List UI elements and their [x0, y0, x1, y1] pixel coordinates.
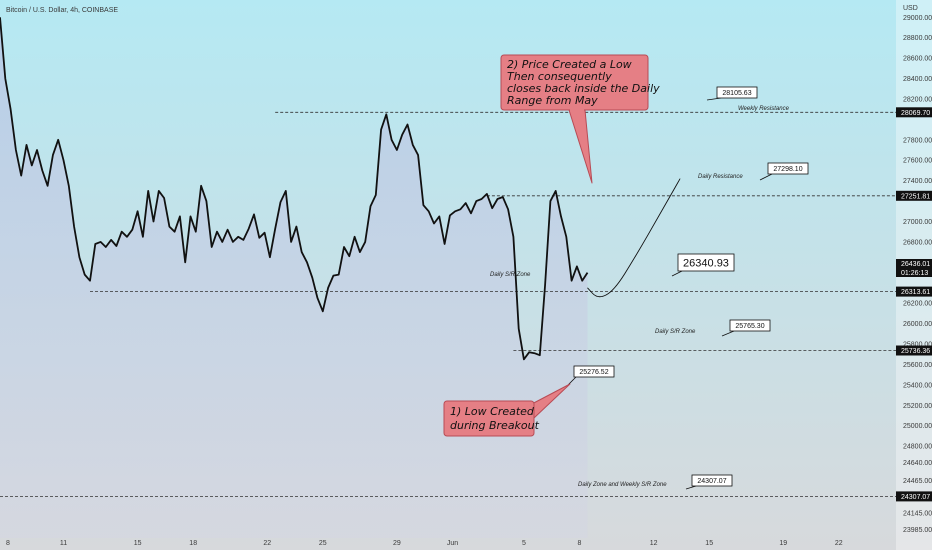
current-price-marker: 26436.01 01:26:13	[896, 259, 932, 277]
level-tags: 28069.70 28105.63 27251.81 27298.10 26313.61…	[567, 86, 932, 502]
y-tick-label: 26800.00	[903, 239, 932, 246]
y-tick-label: 27000.00	[903, 219, 932, 226]
sr-level-label: Daily Zone and Weekly S/R Zone	[578, 482, 667, 488]
callout-price-created-low[interactable]: 2) Price Created a Low Then consequently…	[500, 54, 660, 184]
axis-level-value: 28069.70	[901, 110, 930, 117]
sr-level-label: Daily S/R Zone	[655, 329, 696, 335]
price-note-pointer	[685, 485, 697, 490]
y-tick-label: 27400.00	[903, 178, 932, 185]
callout-line: Then consequently	[507, 70, 612, 83]
bar-countdown-label: 01:26:13	[901, 270, 928, 277]
price-area-fill	[0, 17, 588, 539]
price-note-value: 24307.07	[697, 478, 726, 485]
price-note-pointer	[759, 173, 773, 181]
y-tick-label: 26200.00	[903, 301, 932, 308]
axis-level-tag: 27251.81	[896, 190, 932, 201]
price-note-value: 25276.52	[579, 369, 608, 376]
axis-level-tag: 26313.61	[896, 286, 932, 297]
sr-level-label: Daily S/R Zone	[490, 272, 531, 278]
x-tick-label: 5	[522, 540, 526, 547]
x-tick-label: 22	[263, 540, 271, 547]
sr-levels: Weekly Resistance Daily Resistance Daily S…	[0, 106, 896, 497]
axis-level-value: 26313.61	[901, 289, 930, 296]
price-note-box[interactable]	[677, 253, 735, 272]
price-note-box[interactable]	[691, 474, 733, 487]
callout-line: 1) Low Created	[450, 405, 535, 418]
time-axis: 8 11 15 18 22 25 29 Jun 5 8 12 15 19 22	[6, 540, 843, 547]
y-tick-label: 28600.00	[903, 56, 932, 63]
y-tick-label: 27800.00	[903, 137, 932, 144]
symbol-title: Bitcoin / U.S. Dollar, 4h, COINBASE	[6, 7, 118, 14]
y-tick-label: 29000.00	[903, 15, 932, 22]
y-tick-label: 28800.00	[903, 35, 932, 42]
y-tick-label: 25200.00	[903, 403, 932, 410]
x-tick-label: 8	[6, 540, 10, 547]
x-tick-label: 25	[319, 540, 327, 547]
price-note-pointer	[671, 270, 683, 277]
current-price-label: 26436.01	[901, 261, 930, 268]
price-note-pointer	[721, 330, 735, 337]
y-tick-label: 24800.00	[903, 444, 932, 451]
price-note-value: 25765.30	[735, 323, 764, 330]
y-tick-label: 27600.00	[903, 158, 932, 165]
price-note-value: 27298.10	[773, 166, 802, 173]
callout-low-during-breakout[interactable]: 1) Low Created during Breakout	[443, 383, 571, 437]
y-tick-label: 25800.00	[903, 342, 932, 349]
callout-line: Range from May	[507, 94, 598, 107]
y-tick-label: 24465.00	[903, 478, 932, 485]
price-note-box[interactable]	[767, 162, 809, 175]
price-note-value: 26340.93	[683, 258, 729, 270]
axis-level-tag: 25736.36	[896, 345, 932, 356]
price-note-box[interactable]	[716, 86, 758, 99]
price-note-pointer	[567, 376, 577, 386]
x-tick-label: 15	[705, 540, 713, 547]
x-tick-label: 12	[650, 540, 658, 547]
y-tick-label: 28400.00	[903, 76, 932, 83]
projection-curve[interactable]	[587, 178, 681, 298]
x-tick-label: Jun	[447, 540, 458, 547]
sr-level-label: Weekly Resistance	[738, 106, 790, 112]
currency-label: USD	[903, 5, 918, 12]
axis-level-tag: 28069.70	[896, 107, 932, 118]
price-note-box	[573, 365, 615, 378]
point-price-note[interactable]: 25276.52	[567, 365, 615, 386]
x-tick-label: 22	[835, 540, 843, 547]
callout-line: 2) Price Created a Low	[507, 58, 632, 71]
y-tick-label: 25400.00	[903, 382, 932, 389]
y-tick-label: 25000.00	[903, 423, 932, 430]
x-tick-label: 29	[393, 540, 401, 547]
y-tick-label: 26000.00	[903, 321, 932, 328]
price-series-line[interactable]	[0, 17, 589, 361]
x-tick-label: 8	[578, 540, 582, 547]
y-tick-label: 25600.00	[903, 362, 932, 369]
price-note-value: 28105.63	[722, 90, 751, 97]
x-tick-label: 18	[189, 540, 197, 547]
axis-level-tag: 24307.07	[896, 491, 932, 502]
price-axis: 29000.00 28800.00 28600.00 28400.00 28200.00…	[903, 15, 932, 534]
price-note-box[interactable]	[729, 319, 771, 332]
x-tick-label: 11	[60, 540, 67, 547]
x-tick-label: 19	[779, 540, 787, 547]
axis-level-value: 24307.07	[901, 494, 930, 501]
x-tick-label: 15	[134, 540, 142, 547]
axis-level-value: 27251.81	[901, 193, 930, 200]
y-tick-label: 24640.00	[903, 460, 932, 467]
y-tick-label: 28200.00	[903, 97, 932, 104]
y-tick-label: 24145.00	[903, 511, 932, 518]
axis-level-value: 25736.36	[901, 348, 930, 355]
sr-level-label: Daily Resistance	[698, 174, 743, 180]
y-tick-label: 23985.00	[903, 527, 932, 534]
callout-line: closes back inside the Daily	[507, 82, 660, 95]
callout-line: during Breakout	[450, 419, 540, 432]
